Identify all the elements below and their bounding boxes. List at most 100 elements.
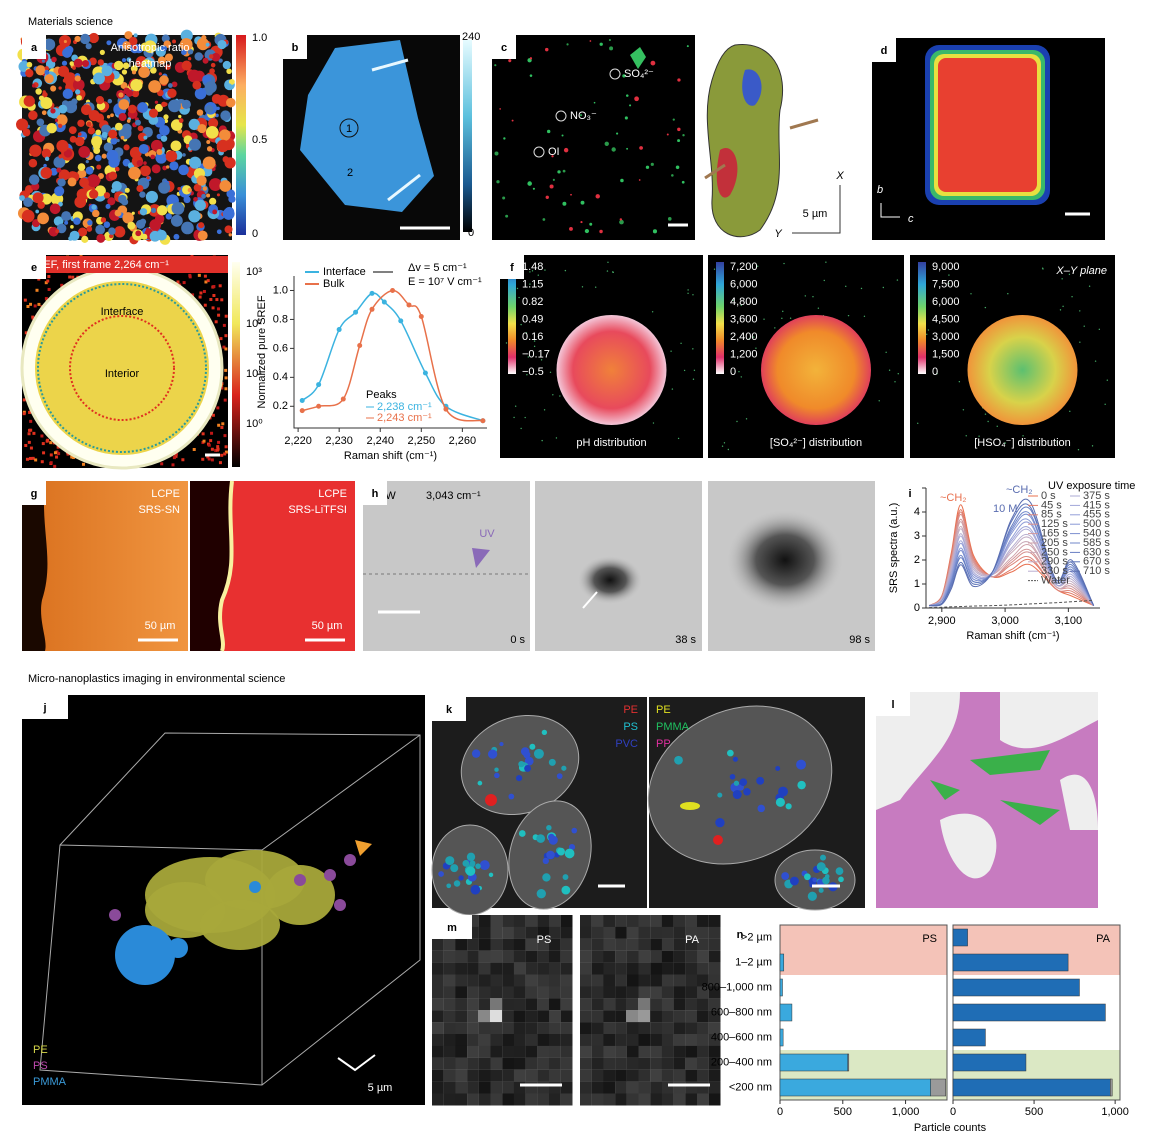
texture	[531, 270, 534, 272]
pixel	[697, 1057, 709, 1070]
colorbar-label: 4,500	[932, 313, 960, 325]
particle	[619, 218, 623, 221]
pixel	[626, 950, 639, 963]
pixel	[490, 1057, 503, 1070]
texture	[72, 66, 76, 70]
texture	[926, 333, 928, 335]
particle	[599, 229, 603, 234]
point	[406, 302, 412, 308]
pixel	[455, 998, 468, 1011]
texture	[216, 229, 222, 235]
texture	[181, 221, 194, 235]
pixel	[537, 1057, 550, 1070]
texture	[594, 286, 597, 288]
pixel	[513, 986, 526, 999]
axis-label: X	[835, 170, 844, 182]
pixel	[591, 926, 604, 939]
particle	[487, 749, 498, 759]
pixel	[443, 950, 456, 963]
texture	[67, 177, 77, 187]
panel-label-box	[898, 481, 922, 505]
texture	[135, 230, 142, 237]
texture	[860, 287, 863, 290]
texture	[559, 395, 561, 397]
texture	[23, 95, 35, 107]
particle	[626, 147, 629, 150]
particle	[529, 743, 536, 750]
texture	[202, 156, 216, 170]
pixel	[467, 1045, 479, 1058]
texture	[1098, 328, 1101, 331]
pixel	[478, 1081, 491, 1094]
image-label: LCPE	[318, 488, 347, 500]
panel-label: i	[908, 488, 911, 500]
legend-entry: 85 s	[1041, 509, 1062, 521]
particle	[639, 146, 643, 150]
particle	[717, 792, 723, 798]
pixel	[525, 1069, 538, 1082]
particle	[561, 765, 567, 771]
axis-label: Y	[774, 228, 782, 240]
particle	[546, 824, 552, 831]
pixel	[591, 1010, 604, 1023]
x-tick-label: 2,900	[928, 615, 956, 627]
texture	[44, 156, 50, 161]
particle	[549, 184, 554, 189]
pixel	[626, 1069, 639, 1082]
texture	[1007, 293, 1009, 295]
texture	[58, 173, 64, 179]
texture	[146, 176, 150, 180]
particle	[470, 884, 481, 895]
texture	[21, 209, 35, 223]
particle	[650, 162, 654, 166]
pixel	[626, 1034, 639, 1046]
legend-entry: PMMA	[656, 721, 690, 733]
texture	[1094, 360, 1097, 362]
pixel	[502, 1034, 514, 1046]
texture	[77, 227, 88, 237]
pixel	[673, 950, 686, 963]
pixel	[537, 986, 550, 999]
particle	[466, 852, 476, 862]
texture	[222, 323, 226, 327]
texture	[228, 78, 235, 85]
particle	[743, 788, 751, 796]
texture	[158, 181, 171, 194]
particle	[757, 804, 765, 813]
x-tick-label: 500	[834, 1106, 852, 1118]
particle	[533, 748, 544, 759]
particle	[797, 780, 806, 790]
particle	[756, 776, 765, 785]
plane-label: X–Y plane	[1055, 265, 1107, 277]
pixel	[560, 1010, 573, 1023]
pixel	[455, 1093, 468, 1106]
pixel	[537, 926, 550, 939]
pixel	[661, 1069, 674, 1082]
texture	[123, 144, 130, 151]
particle	[675, 165, 680, 170]
texture	[126, 57, 132, 62]
texture	[217, 39, 227, 50]
pmma-particle	[249, 881, 261, 893]
texture	[53, 216, 64, 227]
panel-label-box	[876, 692, 910, 716]
y-tick-label: 1	[914, 578, 920, 590]
particle	[562, 874, 569, 880]
pixel	[661, 926, 674, 939]
texture	[162, 165, 168, 171]
pixel	[603, 1034, 616, 1046]
texture	[118, 112, 127, 121]
particle	[527, 181, 532, 186]
y-tick-label: 1.0	[273, 284, 288, 296]
texture	[216, 447, 220, 451]
texture	[95, 146, 100, 151]
pixel	[661, 950, 674, 963]
pixel	[490, 986, 503, 999]
texture	[897, 373, 899, 375]
texture	[882, 286, 885, 289]
texture	[817, 307, 820, 309]
panel-label: f	[510, 262, 514, 274]
texture	[63, 149, 73, 158]
texture	[74, 75, 81, 82]
texture	[37, 277, 41, 281]
